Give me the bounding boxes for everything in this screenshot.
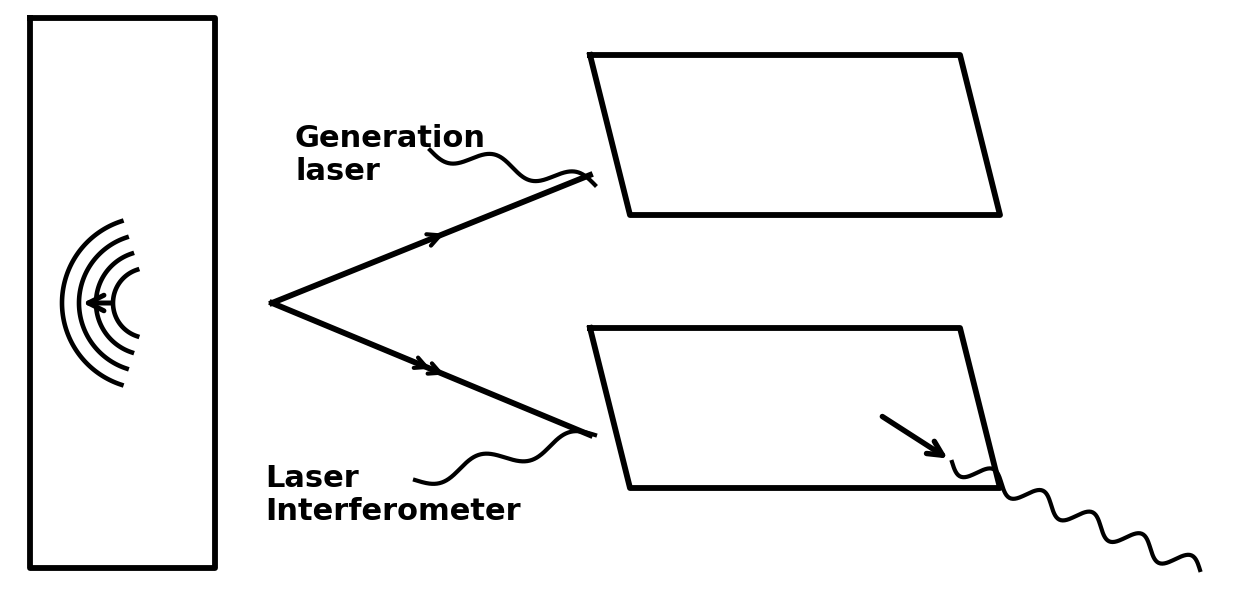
Text: Generation
laser: Generation laser — [295, 124, 486, 186]
Text: Laser
Interferometer: Laser Interferometer — [265, 464, 520, 526]
